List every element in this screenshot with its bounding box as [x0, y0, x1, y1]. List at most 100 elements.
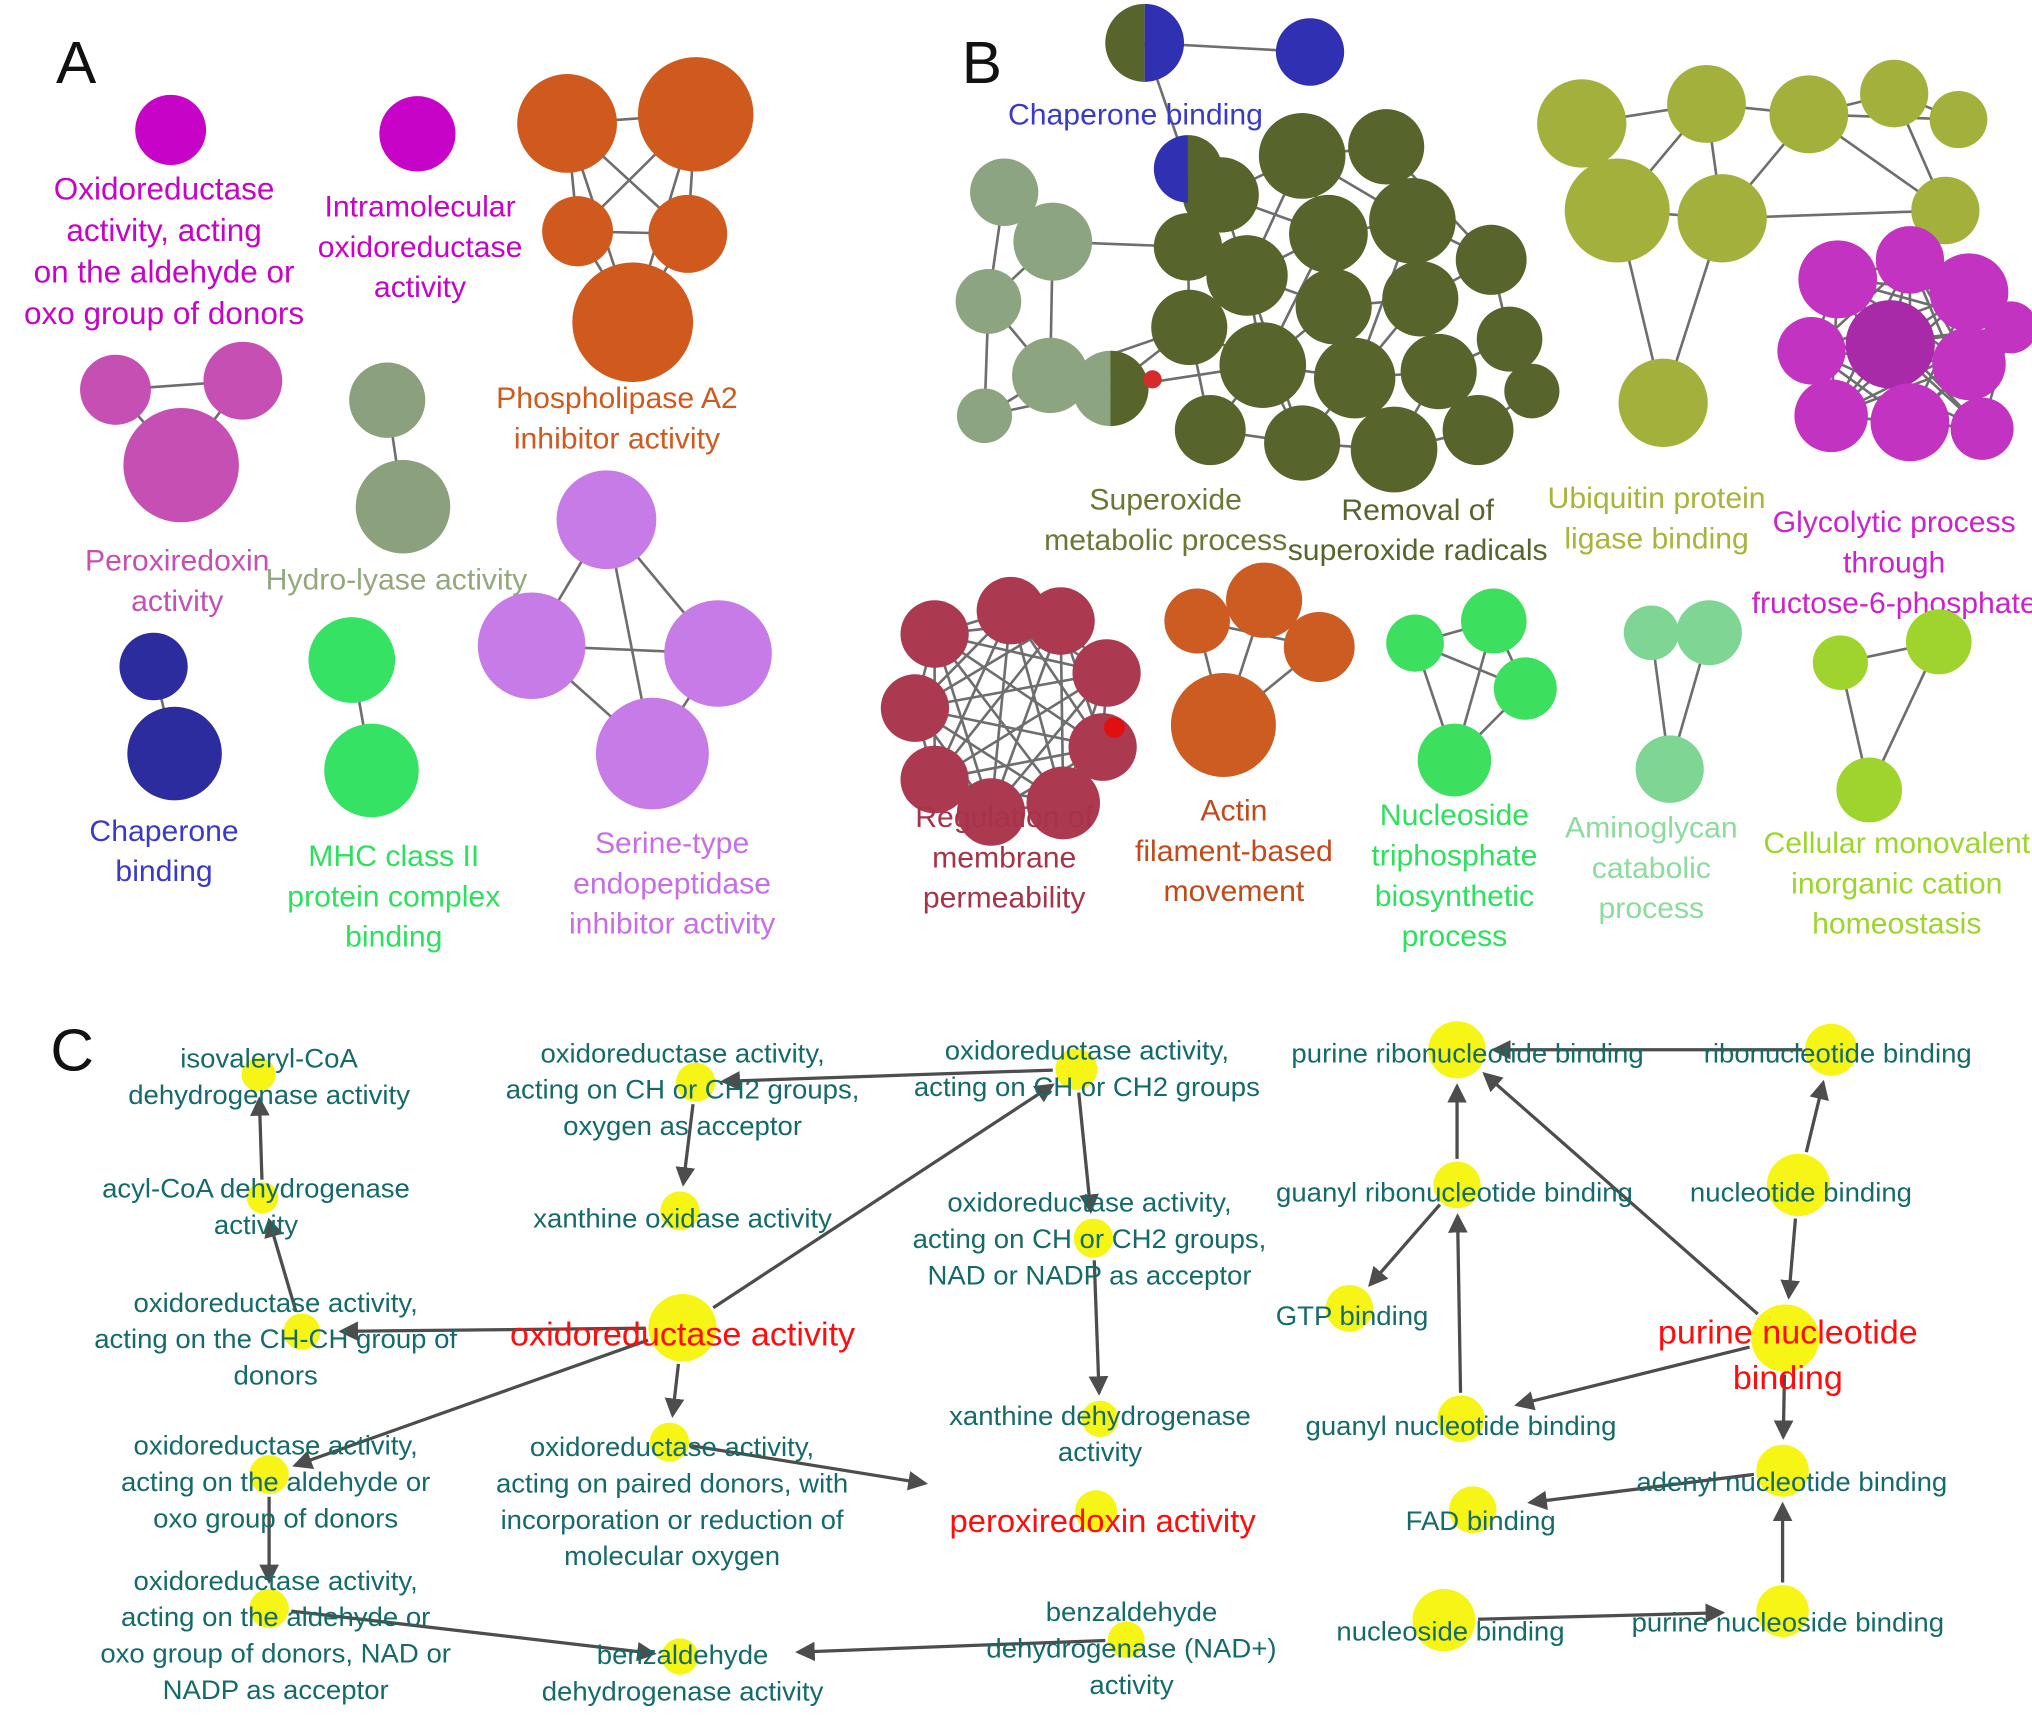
glycolytic-f6p-node — [1798, 240, 1878, 319]
ubiquitin-ligase-binding-node — [1667, 64, 1746, 143]
hydro-lyase-activity-node — [349, 362, 426, 438]
cluster-monovalent-cation-homeostasis: Cellular monovalent inorganic cation homeo… — [1763, 609, 2031, 940]
monovalent-cation-homeostasis-node — [1836, 757, 1903, 823]
go-term-label-benzaldehyde_nad: benzaldehyde dehydrogenase (NAD+) activity — [986, 1596, 1276, 1700]
go-edge-ch2-to-ch2_nad — [1077, 1092, 1099, 1214]
go-term-node-peroxiredoxin — [1075, 1490, 1118, 1532]
go-term-label-chch: oxidoreductase activity, acting on the CH… — [94, 1286, 457, 1390]
go-term-label-guanyl_ribo: guanyl ribonucleotide binding — [1276, 1176, 1633, 1207]
go-term-label-ribo: ribonucleotide binding — [1704, 1037, 1972, 1068]
go-term-node-xanthine_dh — [1081, 1400, 1119, 1437]
peroxiredoxin-activity-cluster-node — [203, 341, 283, 420]
superoxide-removal-node — [1442, 394, 1514, 466]
go-term-label-ch2_oxygen: oxidoreductase activity, acting on CH or … — [506, 1037, 860, 1141]
go-term-node-ribo — [1804, 1023, 1858, 1076]
go-term-label-aldehyde_nad: oxidoreductase activity, acting on the al… — [100, 1564, 451, 1704]
phospholipase-a2-inhibitor-node — [542, 196, 614, 267]
go-term-label-ch2_nad: oxidoreductase activity, acting on CH or … — [913, 1186, 1267, 1290]
go-edge-adenyl-to-fad — [1527, 1472, 1755, 1511]
hydro-lyase-activity-label: Hydro-lyase activity — [266, 563, 528, 596]
cluster-networks-layer: Oxidoreductase activity, acting on the ald… — [24, 3, 2032, 953]
membrane-permeability-node — [1072, 639, 1141, 707]
go-term-node-aldehyde — [249, 1455, 289, 1495]
go-edge-purine_nucleotide-to-adenyl — [1773, 1374, 1794, 1440]
phospholipase-a2-inhibitor-node — [517, 74, 617, 173]
serine-endopeptidase-inhibitor-node — [595, 697, 709, 810]
panel-letter-C: C — [50, 1016, 94, 1083]
go-term-node-ch2_oxygen — [676, 1062, 716, 1102]
go-term-node-guanyl_ribo — [1433, 1161, 1481, 1209]
ubiquitin-ligase-binding-label: Ubiquitin protein ligase binding — [1548, 482, 1766, 555]
superoxide-removal-node — [1369, 177, 1456, 264]
hydro-lyase-activity-node — [355, 459, 451, 554]
panel-letter-B: B — [962, 29, 1002, 96]
go-term-label-isovaleryl: isovaleryl-CoA dehydrogenase activity — [128, 1042, 410, 1109]
serine-endopeptidase-inhibitor-node — [556, 470, 657, 570]
superoxide-removal-node — [1151, 289, 1228, 366]
aminoglycan-catabolic-label: Aminoglycan catabolic process — [1565, 811, 1738, 924]
phospholipase-a2-inhibitor-node — [572, 262, 694, 382]
go-term-label-acyl: acyl-CoA dehydrogenase activity — [102, 1172, 410, 1239]
membrane-permeability-node — [1026, 766, 1101, 840]
glycolytic-f6p-node — [1845, 300, 1935, 389]
nucleoside-triphosphate-label: Nucleoside triphosphate biosynthetic proces… — [1371, 799, 1537, 953]
glycolytic-f6p-node — [1950, 397, 2014, 460]
cluster-peroxiredoxin-activity-cluster: Peroxiredoxin activity — [80, 341, 283, 617]
go-term-label-nucleoside: nucleoside binding — [1336, 1615, 1564, 1646]
membrane-permeability-node — [956, 778, 1026, 846]
serine-endopeptidase-inhibitor-node — [477, 592, 586, 699]
go-term-node-fad — [1449, 1486, 1497, 1534]
superoxide-removal-node — [1012, 337, 1089, 414]
chaperone-binding-b-node-right-half — [1187, 135, 1223, 203]
chaperone-binding-b-node — [1275, 18, 1345, 86]
go-term-node-adenyl — [1756, 1444, 1809, 1497]
superoxide-removal-node — [970, 158, 1039, 227]
go-term-node-benzaldehyde_nad — [1107, 1621, 1145, 1658]
go-edge-oxidoreductase-to-ch2 — [712, 1083, 1055, 1310]
chaperone-binding-a-node — [127, 706, 222, 801]
cluster-hydro-lyase-activity: Hydro-lyase activity — [266, 362, 528, 596]
serine-endopeptidase-inhibitor-node — [664, 600, 772, 707]
peroxiredoxin-activity-cluster-label: Peroxiredoxin activity — [85, 544, 269, 617]
superoxide-removal-label: Removal of superoxide radicals — [1288, 494, 1548, 567]
monovalent-cation-homeostasis-node — [1812, 635, 1868, 690]
superoxide-removal-node — [1258, 113, 1346, 199]
go-term-node-nucleoside — [1412, 1588, 1476, 1652]
superoxide-removal-node — [1313, 337, 1396, 419]
superoxide-removal-node — [1143, 370, 1162, 389]
membrane-permeability-node — [880, 674, 950, 742]
superoxide-removal-node-right-half — [1110, 350, 1149, 427]
cluster-glycolytic-f6p: Glycolytic process through fructose-6-phos… — [1752, 226, 2032, 619]
go-edge-ch2-to-ch2_oxygen — [720, 1068, 1053, 1091]
actin-movement-label: Actin filament-based movement — [1135, 794, 1333, 907]
glycolytic-f6p-node — [1932, 327, 2006, 401]
go-term-node-xanthine_ox — [660, 1191, 700, 1231]
ubiquitin-ligase-binding-node — [1677, 174, 1767, 263]
go-term-label-purine_ribo: purine ribonucleotide binding — [1291, 1037, 1643, 1068]
go-term-node-paired — [649, 1422, 690, 1462]
go-term-node-isovaleryl — [241, 1057, 276, 1092]
glycolytic-f6p-node — [1929, 253, 2009, 332]
go-edge-nucleoside-to-purine_nucleoside — [1477, 1603, 1726, 1623]
superoxide-removal-node — [1504, 363, 1560, 419]
ubiquitin-ligase-binding-node — [1769, 75, 1849, 154]
go-term-label-purine_nucleotide: purine nucleotide binding — [1658, 1313, 1918, 1396]
go-edge-ch2_oxygen-to-xanthine_ox — [675, 1104, 696, 1187]
glycolytic-f6p-node — [1875, 226, 1945, 294]
membrane-permeability-node — [1026, 587, 1095, 655]
go-term-label-oxidoreductase: oxidoreductase activity — [510, 1315, 855, 1353]
superoxide-removal-node — [1264, 405, 1341, 481]
go-term-label-guanyl_nt: guanyl nucleotide binding — [1306, 1410, 1617, 1441]
cluster-aminoglycan-catabolic: Aminoglycan catabolic process — [1565, 600, 1742, 925]
ubiquitin-ligase-binding-node — [1929, 90, 1988, 149]
oxidoreductase-aldehyde-donors-label: Oxidoreductase activity, acting on the ald… — [24, 171, 304, 331]
serine-endopeptidase-inhibitor-label: Serine-type endopeptidase inhibitor activi… — [569, 827, 775, 940]
actin-movement-node — [1164, 588, 1230, 654]
mhc-class-ii-binding-label: MHC class II protein complex binding — [287, 840, 500, 953]
superoxide-removal-node — [1455, 224, 1527, 295]
go-edge-paired-to-peroxiredoxin — [691, 1444, 928, 1491]
aminoglycan-catabolic-node — [1676, 600, 1742, 666]
cluster-membrane-accent — [1103, 717, 1125, 738]
go-term-label-fad: FAD binding — [1406, 1505, 1556, 1536]
